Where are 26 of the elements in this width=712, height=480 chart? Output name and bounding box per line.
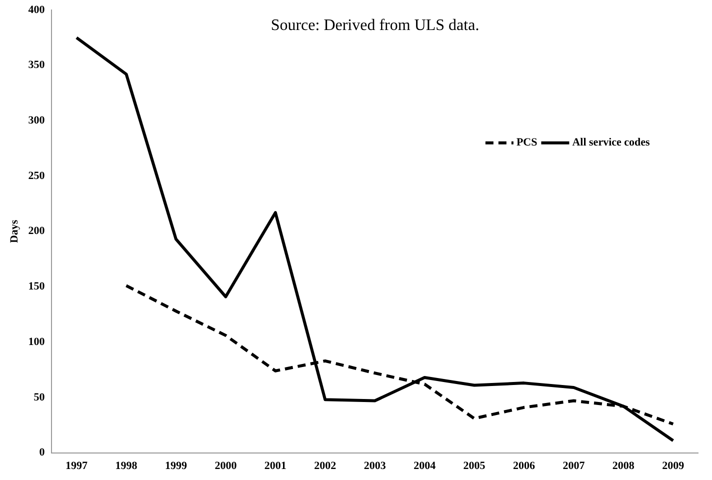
x-tick-label: 2005 <box>463 460 486 472</box>
x-tick-label: 2008 <box>612 460 635 472</box>
legend-label: All service codes <box>572 136 651 149</box>
y-tick-label: 50 <box>34 391 46 404</box>
y-tick-label: 200 <box>28 225 46 238</box>
y-tick-label: 300 <box>28 114 46 127</box>
x-tick-label: 1999 <box>164 460 188 472</box>
annotation: Source: Derived from ULS data. <box>270 17 480 34</box>
x-tick-label: 2009 <box>662 460 685 472</box>
y-tick-label: 150 <box>28 280 46 293</box>
x-tick-label: 1998 <box>115 460 138 472</box>
y-tick-label: 250 <box>28 170 46 182</box>
x-tick-label: 2004 <box>414 460 436 472</box>
x-tick-label: 2000 <box>214 460 238 472</box>
y-tick-label: 100 <box>28 336 46 348</box>
x-tick-label: 2007 <box>562 460 586 472</box>
x-tick-label: 2001 <box>264 460 286 472</box>
x-tick-label: 2002 <box>314 460 337 472</box>
y-axis-title: Days <box>8 219 20 244</box>
x-tick-label: 2006 <box>512 460 536 472</box>
y-tick-label: 400 <box>28 4 46 16</box>
y-tick-label: 0 <box>39 446 46 459</box>
x-tick-label: 1997 <box>66 460 88 472</box>
y-tick-label: 350 <box>28 59 46 72</box>
x-tick-label: 2003 <box>364 460 386 472</box>
legend-label: PCS <box>516 136 538 149</box>
